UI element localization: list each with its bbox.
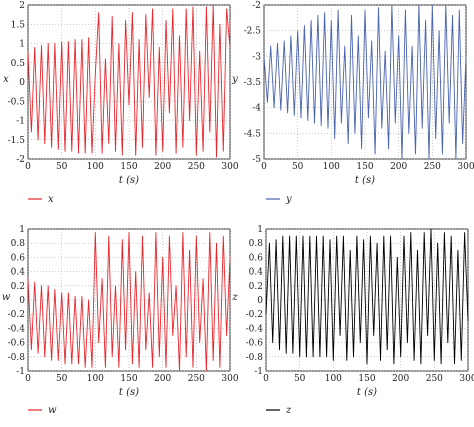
y-axis-label: w bbox=[2, 292, 11, 303]
x-tick-label: 100 bbox=[325, 374, 342, 384]
legend: y bbox=[266, 194, 292, 205]
x-tick-label: 300 bbox=[459, 374, 474, 384]
x-tick-label: 50 bbox=[56, 374, 68, 384]
x-tick-label: 100 bbox=[87, 162, 104, 172]
y-axis-label: y bbox=[231, 74, 238, 85]
x-tick-label: 300 bbox=[221, 162, 238, 172]
y-tick-label: -0.8 bbox=[8, 353, 26, 363]
y-tick-label: -2.5 bbox=[244, 27, 262, 37]
x-axis-label: t (s) bbox=[355, 175, 375, 186]
legend-label: y bbox=[285, 194, 292, 205]
x-tick-label: 0 bbox=[263, 374, 269, 384]
x-tick-label: 0 bbox=[25, 374, 31, 384]
y-tick-label: 0.8 bbox=[249, 239, 264, 249]
series-line-x bbox=[27, 4, 231, 158]
x-tick-label: 50 bbox=[292, 162, 304, 172]
y-tick-label: -1 bbox=[16, 367, 25, 377]
x-tick-label: 50 bbox=[294, 374, 306, 384]
y-tick-label: -1 bbox=[16, 117, 25, 127]
y-tick-label: 1 bbox=[257, 225, 263, 235]
y-tick-label: -0.8 bbox=[246, 353, 264, 363]
y-tick-label: 0 bbox=[19, 78, 25, 88]
y-tick-label: -3 bbox=[252, 52, 261, 62]
series-line-w bbox=[27, 232, 231, 372]
y-tick-label: 0.8 bbox=[11, 239, 26, 249]
x-tick-label: 200 bbox=[154, 162, 171, 172]
x-axis-label: t (s) bbox=[119, 175, 139, 186]
x-tick-label: 300 bbox=[457, 162, 474, 172]
y-tick-label: 1 bbox=[19, 40, 25, 50]
chart-panel-x: 0 50 100 150 200 250 300 2 1.5 1 0.5 0 -0.5 -1 -1.5 -2 t… bbox=[3, 1, 239, 205]
legend-label: x bbox=[48, 194, 54, 205]
legend-label: z bbox=[285, 405, 292, 416]
x-tick-label: 150 bbox=[120, 374, 137, 384]
y-tick-label: -0.5 bbox=[8, 97, 26, 107]
y-tick-label: -5 bbox=[252, 155, 261, 165]
y-tick-label: -0.4 bbox=[246, 324, 264, 334]
y-tick-label: 2 bbox=[19, 1, 25, 11]
y-tick-label: -0.2 bbox=[246, 310, 263, 320]
x-tick-label: 250 bbox=[188, 374, 205, 384]
x-tick-label: 250 bbox=[188, 162, 205, 172]
y-axis-label: x bbox=[3, 74, 9, 85]
y-tick-label: -4 bbox=[252, 104, 261, 114]
chart-panel-w: 0 50 100 150 200 250 300 1 0.8 0.6 0.4 0.2 0 -0.2 -0.4… bbox=[2, 225, 239, 416]
chart-panel-z: 0 50 100 150 200 250 300 1 0.8 0.6 0.4 0.2 0 -0.2 -0.4… bbox=[231, 225, 474, 416]
y-axis-label: z bbox=[231, 292, 238, 303]
legend: w bbox=[28, 405, 57, 416]
y-tick-label: 0.6 bbox=[11, 253, 26, 263]
series-line-z bbox=[265, 228, 469, 365]
x-tick-label: 200 bbox=[392, 374, 409, 384]
y-tick-label: -0.6 bbox=[8, 339, 26, 349]
y-tick-label: 0.4 bbox=[11, 268, 26, 278]
series-line-y bbox=[263, 4, 467, 160]
x-tick-label: 100 bbox=[87, 374, 104, 384]
y-tick-label: -2 bbox=[16, 155, 25, 165]
y-tick-label: -3.5 bbox=[244, 78, 262, 88]
y-tick-label: 0.2 bbox=[249, 282, 263, 292]
y-tick-label: -0.2 bbox=[8, 310, 25, 320]
legend: x bbox=[28, 194, 54, 205]
y-tick-label: 0.4 bbox=[249, 268, 264, 278]
x-tick-label: 0 bbox=[261, 162, 267, 172]
x-tick-label: 300 bbox=[221, 374, 238, 384]
x-tick-label: 250 bbox=[424, 162, 441, 172]
y-tick-label: -2 bbox=[252, 1, 261, 11]
legend: z bbox=[266, 405, 292, 416]
x-tick-label: 200 bbox=[390, 162, 407, 172]
y-tick-label: 1 bbox=[19, 225, 25, 235]
x-tick-label: 0 bbox=[25, 162, 31, 172]
y-tick-label: 0 bbox=[19, 296, 25, 306]
y-tick-label: -0.4 bbox=[8, 324, 26, 334]
y-tick-label: 0.2 bbox=[11, 282, 25, 292]
x-tick-label: 150 bbox=[356, 162, 373, 172]
x-tick-label: 150 bbox=[358, 374, 375, 384]
legend-label: w bbox=[48, 405, 57, 416]
chart-panel-y: 0 50 100 150 200 250 300 -2 -2.5 -3 -3.5 -4 -4.5 -5 t … bbox=[231, 1, 474, 205]
x-axis-label: t (s) bbox=[119, 387, 139, 398]
y-tick-label: -1.5 bbox=[8, 136, 26, 146]
x-axis-label: t (s) bbox=[357, 387, 377, 398]
x-tick-label: 50 bbox=[56, 162, 68, 172]
x-tick-label: 100 bbox=[323, 162, 340, 172]
y-tick-label: 0.5 bbox=[11, 59, 26, 69]
y-tick-label: 0.6 bbox=[249, 253, 264, 263]
y-tick-label: -1 bbox=[254, 367, 263, 377]
x-tick-label: 150 bbox=[120, 162, 137, 172]
x-tick-label: 200 bbox=[154, 374, 171, 384]
y-tick-label: 0 bbox=[257, 296, 263, 306]
y-tick-label: -4.5 bbox=[244, 129, 262, 139]
x-tick-label: 250 bbox=[426, 374, 443, 384]
y-tick-label: 1.5 bbox=[11, 20, 26, 30]
y-tick-label: -0.6 bbox=[246, 339, 264, 349]
